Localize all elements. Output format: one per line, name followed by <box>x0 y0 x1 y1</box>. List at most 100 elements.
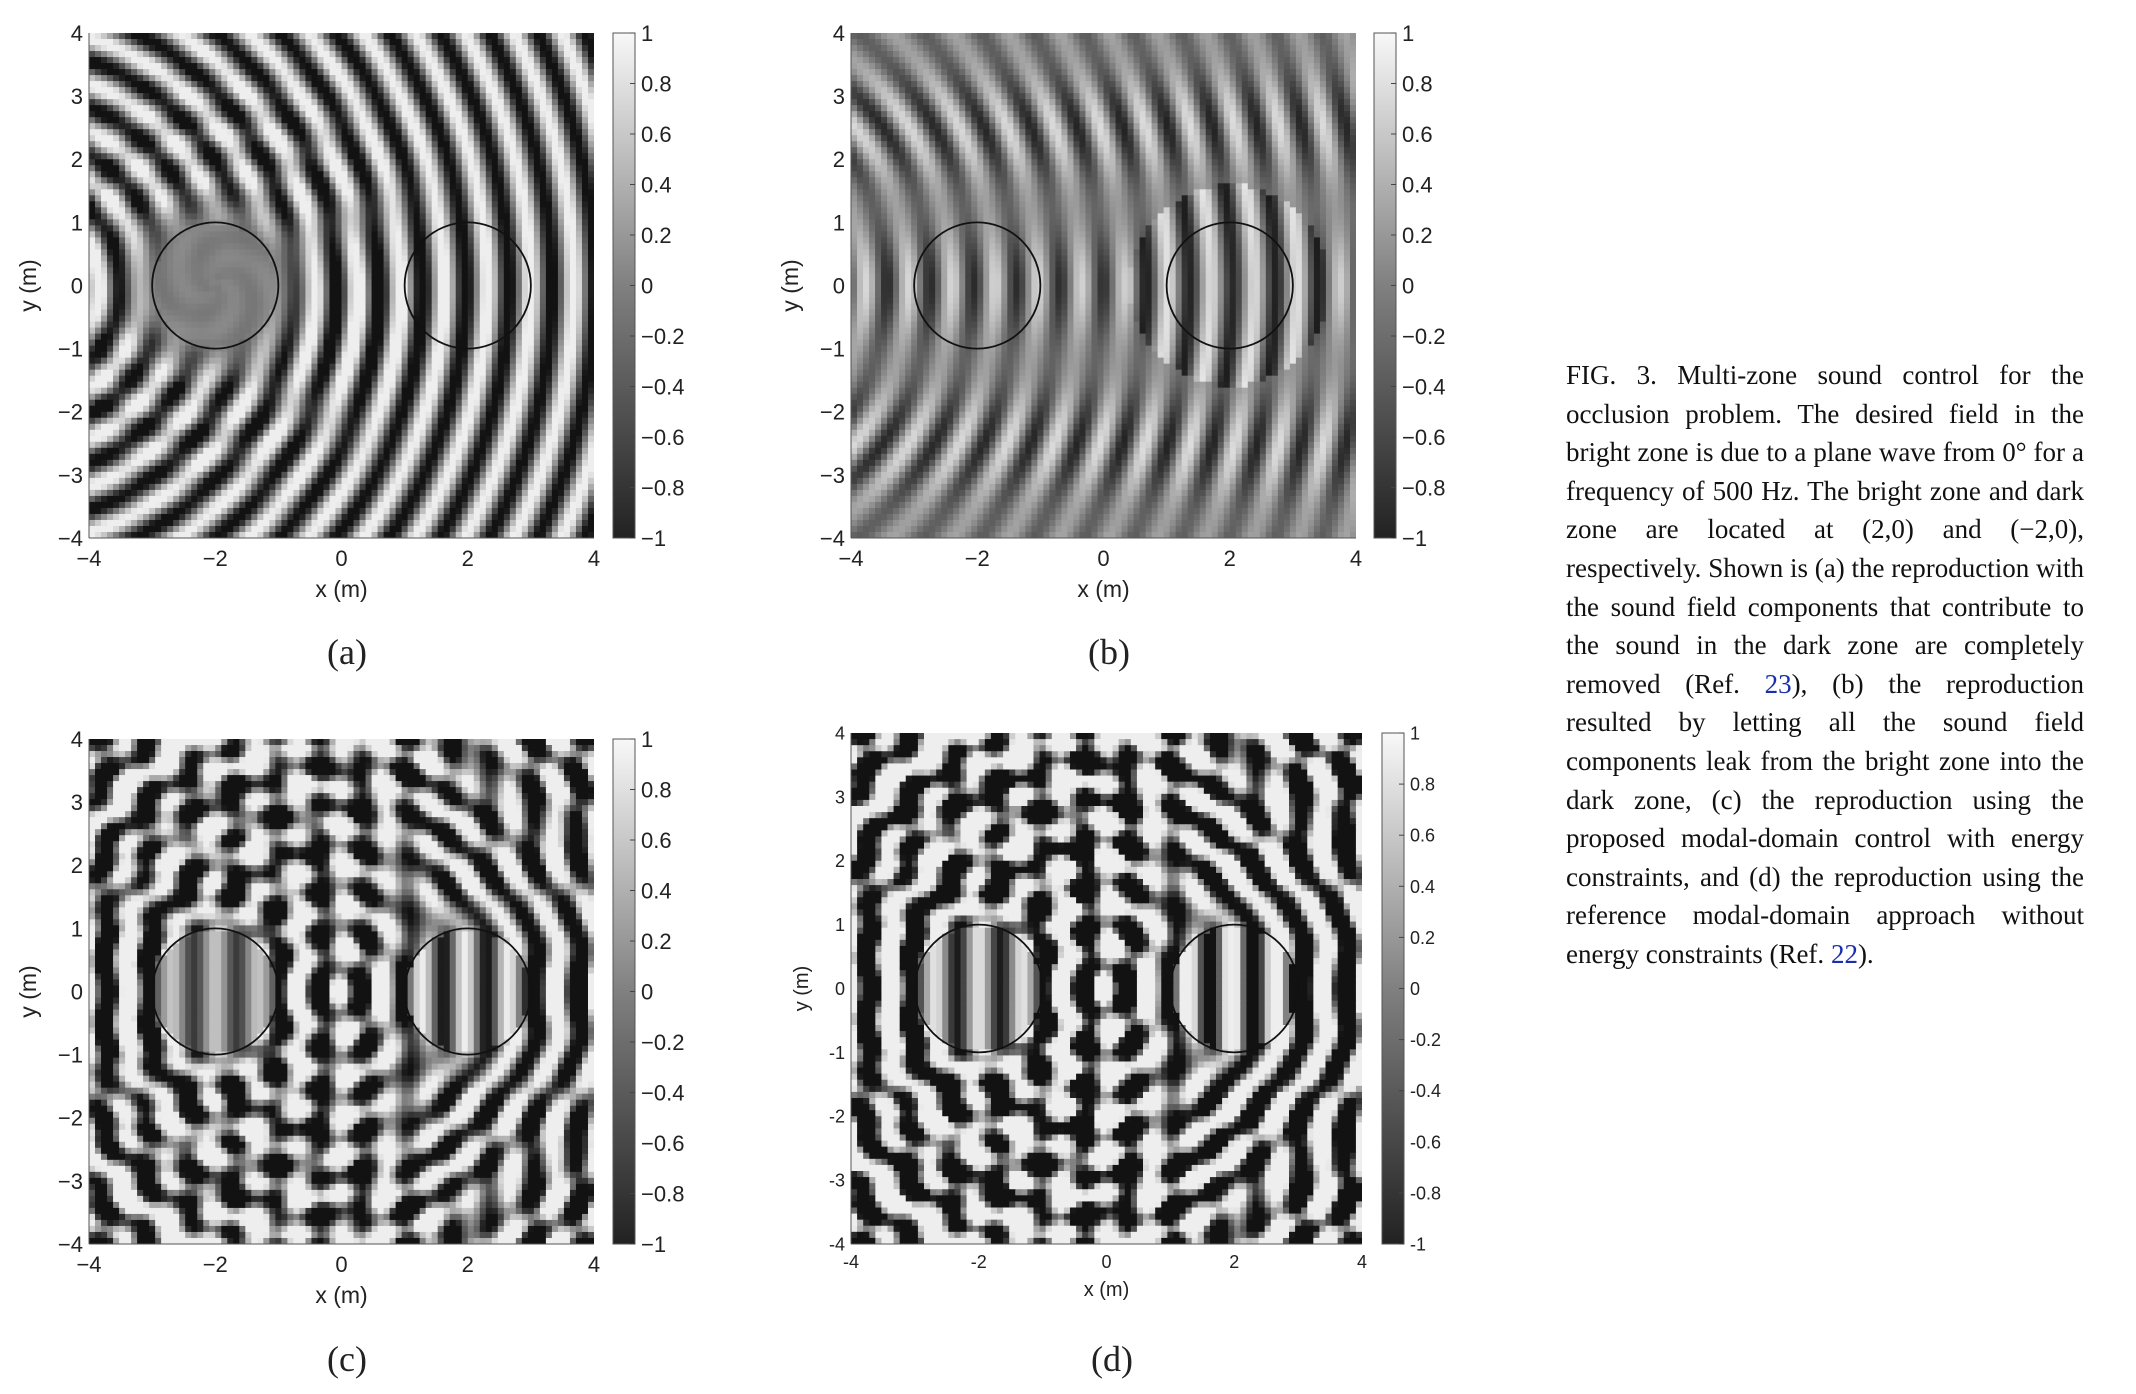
heatmap-field <box>89 33 594 538</box>
y-tick-label: 0 <box>835 979 845 999</box>
reference-link[interactable]: 23 <box>1765 669 1792 699</box>
x-tick-label: 4 <box>1357 1252 1367 1272</box>
colorbar-tick-label: 0.6 <box>641 122 672 147</box>
colorbar-tick-label: −1 <box>641 526 666 551</box>
colorbar-tick-label: −0.2 <box>641 1030 684 1055</box>
x-tick-label: −4 <box>838 546 863 571</box>
y-tick-label: −2 <box>58 400 83 425</box>
colorbar-tick-label: 1 <box>641 21 653 46</box>
colorbar-tick-label: 0.8 <box>641 777 672 802</box>
y-tick-label: 2 <box>835 851 845 871</box>
y-tick-label: 4 <box>71 21 83 46</box>
colorbar-tick-label: 0 <box>1402 273 1414 298</box>
y-tick-label: −4 <box>58 1232 83 1257</box>
figure-caption: FIG. 3. Multi-zone sound control for the… <box>1566 356 2084 974</box>
panel-a: −4 −2 0 2 4 4 3 2 1 0 −1 −2 −3 −4 x (m) y (m) 1 0.8 0.6 0.4… <box>15 21 684 672</box>
colorbar: 1 0.8 0.6 0.4 0.2 0 −0.2 −0.4 −0.6 −0.8 −1 <box>612 727 684 1257</box>
colorbar-tick-label: −0.6 <box>641 1131 684 1156</box>
y-tick-label: 0 <box>833 273 845 298</box>
axes: −4 −2 0 2 4 4 3 2 1 0 −1 −2 −3 −4 <box>58 727 600 1277</box>
x-tick-label: -4 <box>843 1252 859 1272</box>
y-tick-label: −2 <box>820 400 845 425</box>
panel-label: (c) <box>327 1339 367 1379</box>
y-tick-label: −1 <box>58 1043 83 1068</box>
bright-zone-circle <box>403 927 532 1056</box>
bright-zone-circle <box>1169 923 1300 1054</box>
y-tick-label: −1 <box>58 337 83 362</box>
colorbar: 1 0.8 0.6 0.4 0.2 0 −0.2 −0.4 −0.6 −0.8 −1 <box>1373 21 1445 551</box>
panel-d: -4 -2 0 2 4 4 3 2 1 0 -1 -2 -3 -4 x (m) y (m) 1 0.8 0.6 0.4… <box>791 723 1441 1379</box>
colorbar-tick-label: 1 <box>641 727 653 752</box>
colorbar-tick-label: −0.2 <box>1402 324 1445 349</box>
y-axis-label: y (m) <box>15 259 41 311</box>
y-axis-label: y (m) <box>15 965 41 1017</box>
colorbar-tick-label: 0.6 <box>1402 122 1433 147</box>
y-tick-label: 2 <box>833 147 845 172</box>
colorbar-tick-label: −0.4 <box>641 1080 684 1105</box>
x-tick-label: -2 <box>971 1252 987 1272</box>
dark-zone-circle <box>151 221 280 350</box>
axes: −4 −2 0 2 4 4 3 2 1 0 −1 −2 −3 −4 <box>58 21 600 571</box>
colorbar-tick-label: −0.6 <box>641 425 684 450</box>
x-tick-label: 4 <box>588 546 600 571</box>
x-tick-label: 4 <box>588 1252 600 1277</box>
x-tick-label: 0 <box>335 546 347 571</box>
colorbar-tick-label: 0.2 <box>1410 928 1435 948</box>
colorbar-tick-label: 0.4 <box>1402 172 1433 197</box>
x-tick-label: 0 <box>1101 1252 1111 1272</box>
colorbar-tick-label: 0.2 <box>641 929 672 954</box>
y-tick-label: 2 <box>71 853 83 878</box>
bright-zone-circle <box>1165 221 1294 350</box>
x-tick-label: −2 <box>203 546 228 571</box>
dark-zone-circle <box>913 923 1044 1054</box>
colorbar-tick-label: −0.2 <box>641 324 684 349</box>
colorbar-tick-label: 0.2 <box>641 223 672 248</box>
colorbar-tick-label: −0.4 <box>1402 374 1445 399</box>
y-tick-label: −4 <box>820 526 845 551</box>
axes: −4 −2 0 2 4 4 3 2 1 0 −1 −2 −3 −4 <box>820 21 1362 571</box>
caption-text: ). <box>1858 939 1874 969</box>
colorbar-tick-label: −1 <box>1402 526 1427 551</box>
y-tick-label: 0 <box>71 273 83 298</box>
colorbar-tick-label: -1 <box>1410 1234 1426 1254</box>
colorbar-tick-label: 0 <box>641 273 653 298</box>
x-tick-label: 2 <box>462 1252 474 1277</box>
colorbar-tick-label: 0.8 <box>1402 71 1433 96</box>
y-tick-label: 1 <box>833 210 845 235</box>
x-axis-label: x (m) <box>315 1282 367 1308</box>
y-tick-label: 1 <box>71 916 83 941</box>
y-tick-label: 3 <box>71 790 83 815</box>
panel-label: (b) <box>1088 632 1130 672</box>
x-tick-label: −2 <box>203 1252 228 1277</box>
x-tick-label: 0 <box>335 1252 347 1277</box>
axes: -4 -2 0 2 4 4 3 2 1 0 -1 -2 -3 -4 <box>829 723 1367 1272</box>
x-axis-label: x (m) <box>315 576 367 602</box>
x-axis-label: x (m) <box>1077 576 1129 602</box>
y-tick-label: 0 <box>71 979 83 1004</box>
x-tick-label: 4 <box>1350 546 1362 571</box>
colorbar-tick-label: 0.6 <box>641 828 672 853</box>
y-tick-label: 4 <box>835 723 845 743</box>
colorbar-tick-label: -0.4 <box>1410 1081 1441 1101</box>
y-tick-label: 4 <box>833 21 845 46</box>
colorbar-tick-label: -0.8 <box>1410 1183 1441 1203</box>
colorbar-tick-label: 0.4 <box>641 172 672 197</box>
x-axis-label: x (m) <box>1084 1279 1130 1301</box>
y-tick-label: -1 <box>829 1043 845 1063</box>
y-tick-label: 3 <box>835 787 845 807</box>
y-tick-label: -2 <box>829 1107 845 1127</box>
colorbar-tick-label: −0.6 <box>1402 425 1445 450</box>
caption-text: ), (b) the reproduction resulted by lett… <box>1566 669 2084 969</box>
y-tick-label: -4 <box>829 1234 845 1254</box>
colorbar: 1 0.8 0.6 0.4 0.2 0 -0.2 -0.4 -0.6 -0.8 -1 <box>1381 723 1441 1254</box>
x-tick-label: −4 <box>76 546 101 571</box>
dark-zone-circle <box>151 927 280 1056</box>
y-tick-label: 3 <box>833 84 845 109</box>
heatmap-field <box>851 733 1362 1244</box>
x-tick-label: −4 <box>76 1252 101 1277</box>
x-tick-label: −2 <box>965 546 990 571</box>
panel-b: −4 −2 0 2 4 4 3 2 1 0 −1 −2 −3 −4 x (m) y (m) 1 0.8 0.6 0.4… <box>777 21 1445 672</box>
reference-link[interactable]: 22 <box>1831 939 1858 969</box>
colorbar-tick-label: 0.2 <box>1402 223 1433 248</box>
